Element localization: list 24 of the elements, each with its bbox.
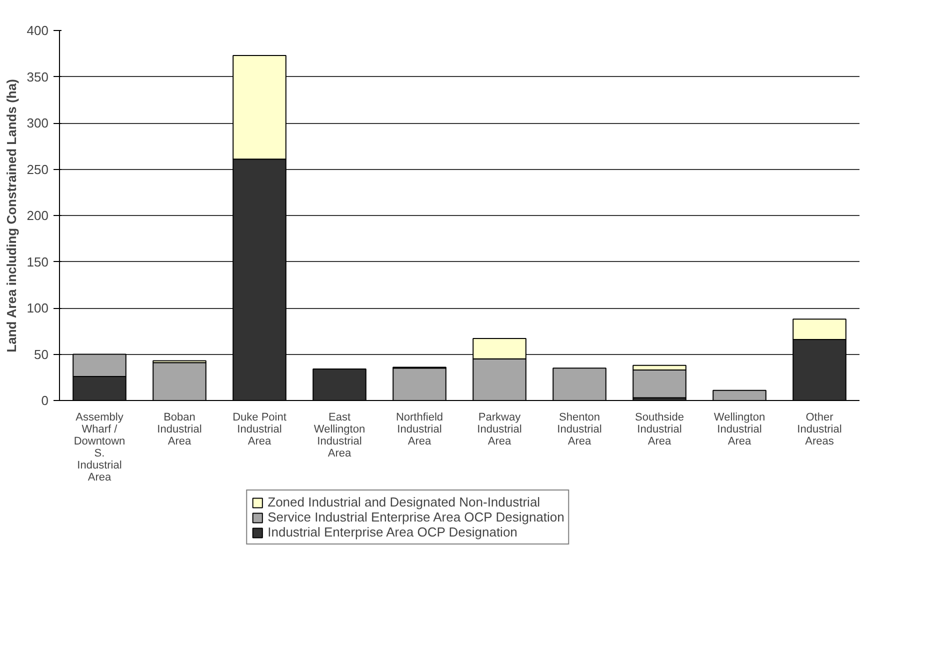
y-tick-label: 200 — [26, 208, 49, 223]
x-tick-label: Boban Industrial Area — [157, 412, 202, 448]
legend-label: Zoned Industrial and Designated Non-Industrial — [268, 494, 540, 510]
x-tick-label: Northfield Industrial Area — [396, 412, 444, 448]
legend-label: Service Industrial Enterprise Area OCP Designation — [268, 510, 564, 524]
x-tick-label: Other Industrial Areas — [797, 412, 842, 448]
x-tick-label: Southside Industrial Area — [635, 412, 684, 448]
y-tick-label: 0 — [41, 393, 49, 408]
x-tick-label: Assembly Wharf / Downtown S. Industrial Area — [74, 412, 126, 484]
y-tick-label: 250 — [26, 162, 49, 177]
legend-label: Industrial Enterprise Area OCP Designation — [268, 524, 518, 540]
y-tick-label: 100 — [26, 300, 49, 316]
y-axis-title: Land Area including Constrained Lands (ha) — [4, 79, 19, 352]
x-tick-label: East Wellington Industrial Area — [314, 412, 366, 460]
y-tick-label: 300 — [26, 116, 49, 130]
y-tick-label: 150 — [26, 254, 49, 270]
y-tick-label: 400 — [26, 23, 49, 38]
x-tick-label: Parkway Industrial Area — [477, 412, 522, 448]
y-tick-label: 50 — [34, 346, 49, 362]
bar — [632, 369, 686, 398]
x-tick-label: Shenton Industrial Area — [557, 412, 602, 448]
x-tick-label: Duke Point Industrial Area — [232, 412, 286, 448]
y-tick-label: 350 — [26, 69, 49, 84]
x-tick-label: Wellington Industrial Area — [714, 412, 766, 448]
